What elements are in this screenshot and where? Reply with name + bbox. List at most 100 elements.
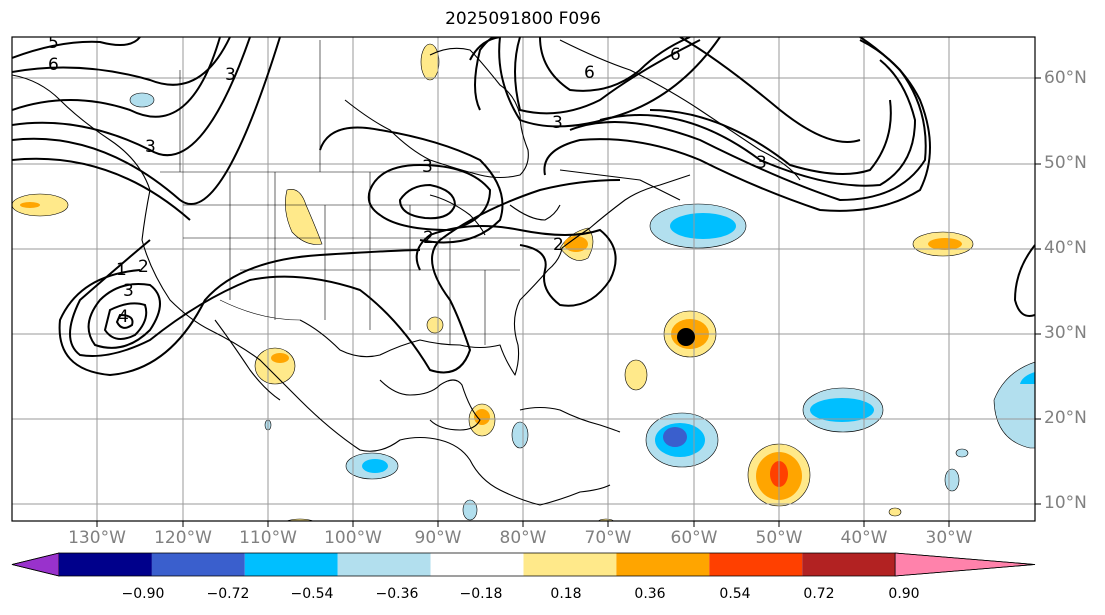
colorbar-tick-label: 0.36: [634, 586, 666, 602]
lon-label: 30°W: [925, 528, 973, 548]
colorbar-extend-max: [894, 552, 1036, 577]
colorbar-segment: [59, 553, 152, 576]
lon-label: 130°W: [68, 528, 126, 548]
positive-anomaly: [474, 409, 490, 425]
negative-anomaly: [955, 448, 969, 458]
contour-line: [498, 37, 721, 128]
contour-label: 2: [423, 228, 434, 248]
colorbar-outline: [11, 552, 1036, 577]
colorbar: [11, 552, 1036, 577]
lon-label: 100°W: [324, 528, 382, 548]
contour-label: 3: [756, 153, 767, 173]
contour-line: [469, 37, 501, 111]
colorbar-tick-label: −0.36: [375, 586, 419, 602]
contour-line: [12, 37, 141, 59]
positive-anomaly: [624, 359, 648, 391]
negative-anomaly: [1020, 372, 1035, 384]
colorbar-tick-label: 0.72: [803, 586, 835, 602]
contour-label: 4: [118, 307, 129, 327]
contour-label: 6: [584, 63, 595, 83]
positive-anomaly: [271, 353, 289, 363]
height-contours: [12, 37, 1035, 377]
graticule: [12, 37, 1035, 521]
negative-anomaly: [511, 421, 529, 449]
lon-label: 110°W: [239, 528, 297, 548]
negative-anomaly: [462, 499, 478, 521]
contour-line: [539, 37, 691, 92]
contour-line: [367, 163, 492, 232]
lon-label: 120°W: [154, 528, 212, 548]
contour-line: [543, 39, 931, 212]
contour-label: 3: [422, 157, 433, 177]
contour-label: 3: [145, 137, 156, 157]
lat-label: 50°N: [1044, 153, 1087, 173]
lon-label: 80°W: [499, 528, 547, 548]
contour-label: 3: [225, 65, 236, 85]
contour-line: [1013, 244, 1035, 317]
lat-label: 60°N: [1044, 68, 1087, 88]
colorbar-tick-label: 0.90: [888, 586, 920, 602]
contour-line: [398, 183, 457, 220]
contour-line: [514, 37, 701, 115]
contour-line: [649, 99, 892, 175]
positive-anomaly: [888, 507, 902, 517]
contour-label: 2: [553, 235, 564, 255]
axis-ticks: [96, 77, 1041, 527]
contour-line: [415, 225, 617, 307]
contour-label: 6: [48, 55, 59, 75]
negative-anomaly: [362, 459, 388, 473]
coastlines: [12, 39, 801, 506]
colorbar-segment: [802, 553, 896, 576]
contour-label: 1: [116, 260, 127, 280]
lon-label: 90°W: [414, 528, 462, 548]
colorbar-segment: [709, 553, 803, 576]
contour-label: 2: [138, 257, 149, 277]
lon-label: 60°W: [670, 528, 718, 548]
contour-line: [12, 157, 191, 221]
contour-label: 3: [552, 113, 563, 133]
colorbar-segment: [244, 553, 338, 576]
positive-anomaly: [20, 202, 40, 208]
contour-line: [103, 302, 148, 340]
colorbar-tick-label: −0.54: [290, 586, 334, 602]
colorbar-extend-min: [11, 552, 60, 577]
colorbar-tick-label: 0.54: [719, 586, 751, 602]
lat-label: 30°N: [1044, 323, 1087, 343]
colorbar-tick-label: 0.18: [550, 586, 582, 602]
contour-line: [58, 249, 421, 377]
contour-line: [12, 37, 221, 118]
colorbar-segment: [430, 553, 524, 576]
negative-anomaly: [663, 427, 687, 447]
positive-anomaly: [254, 347, 296, 385]
lat-label: 40°N: [1044, 238, 1087, 258]
contour-label: 5: [48, 33, 59, 53]
lon-label: 40°W: [840, 528, 888, 548]
contour-labels: 5 6 1 2 3 4 3 3 2 2 6 6 3 3 3: [48, 33, 767, 327]
lat-label: 10°N: [1044, 493, 1087, 513]
colorbar-tick-label: −0.18: [459, 586, 503, 602]
colorbar-segment: [616, 553, 710, 576]
storm-center-marker: [677, 328, 695, 346]
positive-anomaly: [598, 518, 614, 521]
contour-line: [12, 37, 251, 157]
negative-anomaly: [670, 213, 736, 239]
positive-anomaly: [420, 43, 440, 81]
colorbar-segment: [523, 553, 617, 576]
positive-anomaly: [426, 316, 444, 334]
contour-label: 3: [123, 281, 134, 301]
negative-anomaly: [944, 468, 960, 492]
colorbar-segment: [151, 553, 245, 576]
contour-label: 6: [670, 45, 681, 65]
shaded-anomalies: [12, 43, 1035, 521]
contour-line: [599, 59, 917, 187]
negative-anomaly: [810, 398, 874, 422]
map-title: 2025091800 F096: [445, 9, 601, 29]
positive-anomaly: [928, 238, 962, 250]
colorbar-tick-label: −0.90: [121, 586, 165, 602]
contour-line: [12, 37, 281, 206]
contour-line: [87, 283, 161, 349]
lon-label: 70°W: [584, 528, 632, 548]
lon-label: 50°W: [755, 528, 803, 548]
contour-line: [679, 37, 861, 143]
